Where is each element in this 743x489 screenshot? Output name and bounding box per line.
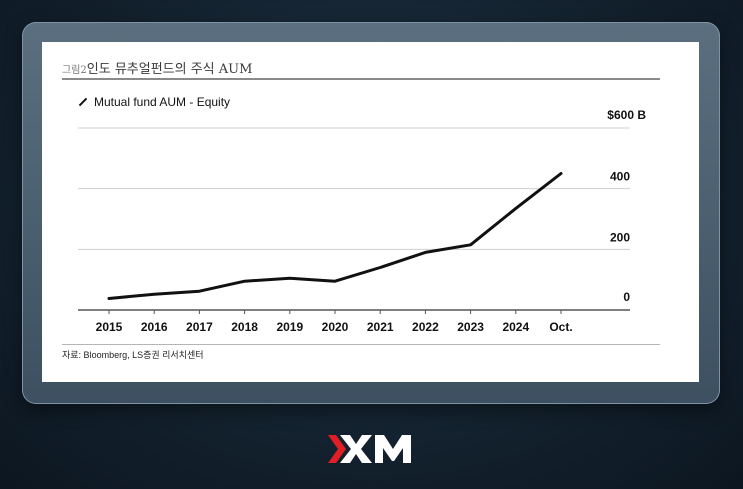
figure-number: 그림2 (62, 65, 87, 76)
figure-title-text: 인도 뮤추얼펀드의 주식 AUM (86, 62, 253, 77)
chart-card: 그림2인도 뮤추얼펀드의 주식 AUM Mutual fund AUM - Eq… (42, 42, 699, 382)
x-tick-label: 2015 (96, 320, 123, 334)
y-tick-label: 200 (610, 230, 630, 244)
x-tick-label: 2018 (231, 320, 258, 334)
legend-label: Mutual fund AUM - Equity (94, 95, 231, 109)
x-tick-label: 2022 (412, 320, 439, 334)
x-tick-label: 2019 (276, 320, 303, 334)
logo-red-chevron (328, 435, 346, 463)
y-tick-label: 400 (610, 170, 630, 184)
chart-legend: Mutual fund AUM - Equity (78, 95, 230, 109)
xm-logo-mark (328, 435, 411, 463)
x-tick-label: Oct. (549, 320, 572, 334)
x-tick-label: 2023 (457, 320, 484, 334)
x-tick-label: 2021 (367, 320, 394, 334)
x-tick-label: 2017 (186, 320, 213, 334)
logo-m-letter (375, 435, 411, 463)
figure-title: 그림2인도 뮤추얼펀드의 주식 AUM (62, 58, 252, 77)
line-chart: 0 200 400 $600 B 2015 2016 2017 2018 2019 2020 20… (78, 108, 646, 334)
logo-x-letter (340, 435, 372, 463)
y-tick-label: 0 (623, 290, 630, 304)
y-tick-label: $600 B (607, 108, 646, 122)
title-rule (62, 78, 660, 80)
series-line-equity-aum (107, 172, 563, 300)
x-tick-label: 2024 (502, 320, 529, 334)
xm-logo (326, 431, 416, 467)
x-tick-label: 2020 (322, 320, 349, 334)
source-rule (62, 344, 660, 345)
x-tick-label: 2016 (141, 320, 168, 334)
source-note: 자료: Bloomberg, LS증권 리서치센터 (62, 350, 204, 360)
